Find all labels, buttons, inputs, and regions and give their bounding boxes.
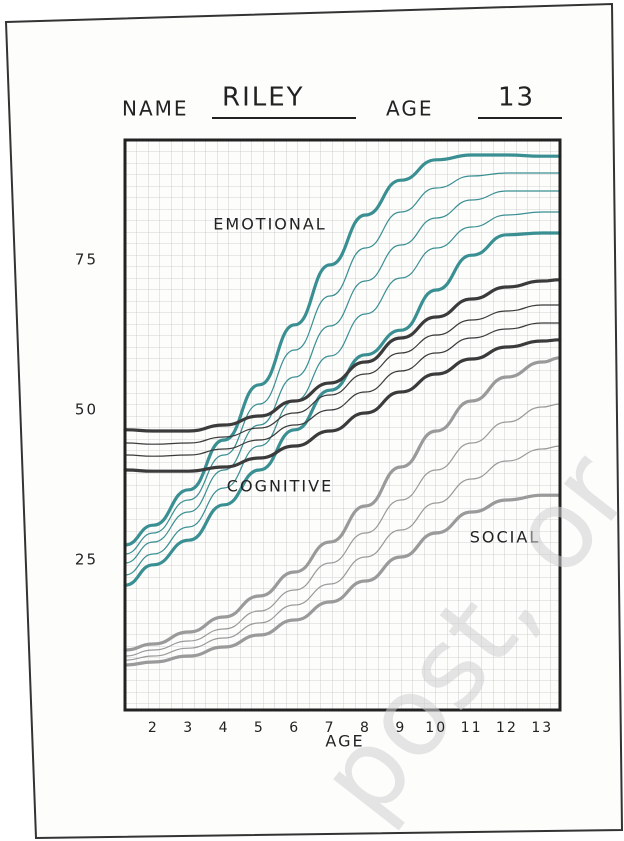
page: NAME RILEY AGE 13 AGE EMOTIONAL COGNITIV… bbox=[0, 0, 624, 841]
x-tick-label: 8 bbox=[360, 720, 371, 736]
x-tick-label: 12 bbox=[496, 720, 518, 736]
name-label: NAME bbox=[122, 97, 189, 121]
x-tick-label: 7 bbox=[325, 720, 336, 736]
x-tick-label: 10 bbox=[425, 720, 447, 736]
annotation: EMOTIONAL bbox=[213, 215, 326, 234]
y-tick-label: 25 bbox=[75, 551, 98, 569]
x-tick-label: 11 bbox=[461, 720, 483, 736]
x-tick-label: 9 bbox=[395, 720, 406, 736]
x-tick-label: 2 bbox=[148, 720, 159, 736]
x-tick-label: 5 bbox=[254, 720, 265, 736]
x-tick-label: 6 bbox=[289, 720, 300, 736]
x-tick-label: 3 bbox=[183, 720, 194, 736]
age-label: AGE bbox=[386, 97, 433, 121]
x-tick-label: 13 bbox=[531, 720, 553, 736]
y-tick-label: 75 bbox=[75, 251, 98, 269]
age-value: 13 bbox=[498, 83, 535, 113]
x-tick-label: 4 bbox=[219, 720, 230, 736]
annotation: COGNITIVE bbox=[227, 477, 333, 496]
y-tick-label: 50 bbox=[75, 401, 98, 419]
name-value: RILEY bbox=[222, 83, 305, 113]
